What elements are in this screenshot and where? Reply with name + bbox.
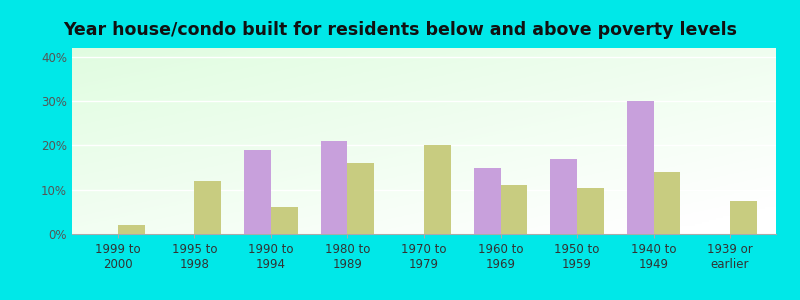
Bar — [118, 225, 145, 234]
Bar — [271, 207, 298, 234]
Bar — [347, 163, 374, 234]
Bar — [321, 141, 347, 234]
Bar — [730, 201, 757, 234]
Bar — [194, 181, 222, 234]
Bar — [654, 172, 680, 234]
Bar — [550, 159, 577, 234]
Bar — [474, 168, 501, 234]
Bar — [577, 188, 604, 234]
Bar — [501, 185, 527, 234]
Bar — [244, 150, 271, 234]
Text: Year house/condo built for residents below and above poverty levels: Year house/condo built for residents bel… — [63, 21, 737, 39]
Bar — [424, 146, 450, 234]
Bar — [626, 101, 654, 234]
